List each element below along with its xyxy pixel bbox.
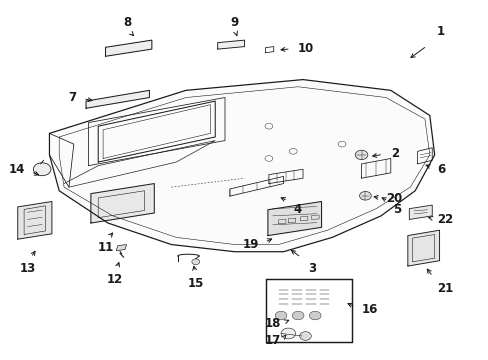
- Text: 6: 6: [436, 163, 445, 176]
- Circle shape: [292, 311, 304, 320]
- Polygon shape: [407, 230, 439, 266]
- Polygon shape: [217, 40, 244, 49]
- Text: 13: 13: [20, 262, 36, 275]
- Text: 11: 11: [97, 241, 113, 254]
- Polygon shape: [267, 202, 321, 235]
- Polygon shape: [273, 288, 336, 306]
- Text: 15: 15: [187, 277, 203, 290]
- Polygon shape: [105, 40, 152, 56]
- Text: 8: 8: [123, 17, 131, 30]
- Text: 12: 12: [107, 273, 123, 286]
- Text: 16: 16: [361, 303, 377, 316]
- Text: 7: 7: [68, 91, 76, 104]
- Polygon shape: [49, 80, 434, 252]
- Polygon shape: [273, 307, 336, 323]
- Text: 2: 2: [390, 147, 398, 159]
- Bar: [266, 279, 351, 342]
- Polygon shape: [18, 202, 52, 239]
- Circle shape: [309, 311, 321, 320]
- Circle shape: [299, 332, 311, 340]
- Text: 17: 17: [264, 334, 281, 347]
- Circle shape: [275, 311, 286, 320]
- Text: 4: 4: [293, 203, 301, 216]
- Text: 18: 18: [264, 317, 281, 330]
- Polygon shape: [408, 205, 431, 220]
- Text: 14: 14: [9, 163, 25, 176]
- Polygon shape: [116, 244, 126, 251]
- Text: 10: 10: [298, 41, 314, 54]
- Circle shape: [281, 328, 295, 339]
- Text: 22: 22: [436, 213, 452, 226]
- Polygon shape: [91, 184, 154, 223]
- Text: 5: 5: [392, 203, 401, 216]
- Circle shape: [191, 259, 199, 265]
- Circle shape: [33, 163, 51, 176]
- Text: 19: 19: [242, 238, 259, 251]
- Text: 20: 20: [385, 192, 401, 205]
- Text: 21: 21: [436, 282, 452, 295]
- Circle shape: [354, 150, 367, 159]
- Text: 1: 1: [436, 25, 444, 39]
- Polygon shape: [86, 90, 149, 108]
- Text: 9: 9: [230, 17, 238, 30]
- Circle shape: [359, 192, 370, 200]
- Text: 3: 3: [307, 262, 315, 275]
